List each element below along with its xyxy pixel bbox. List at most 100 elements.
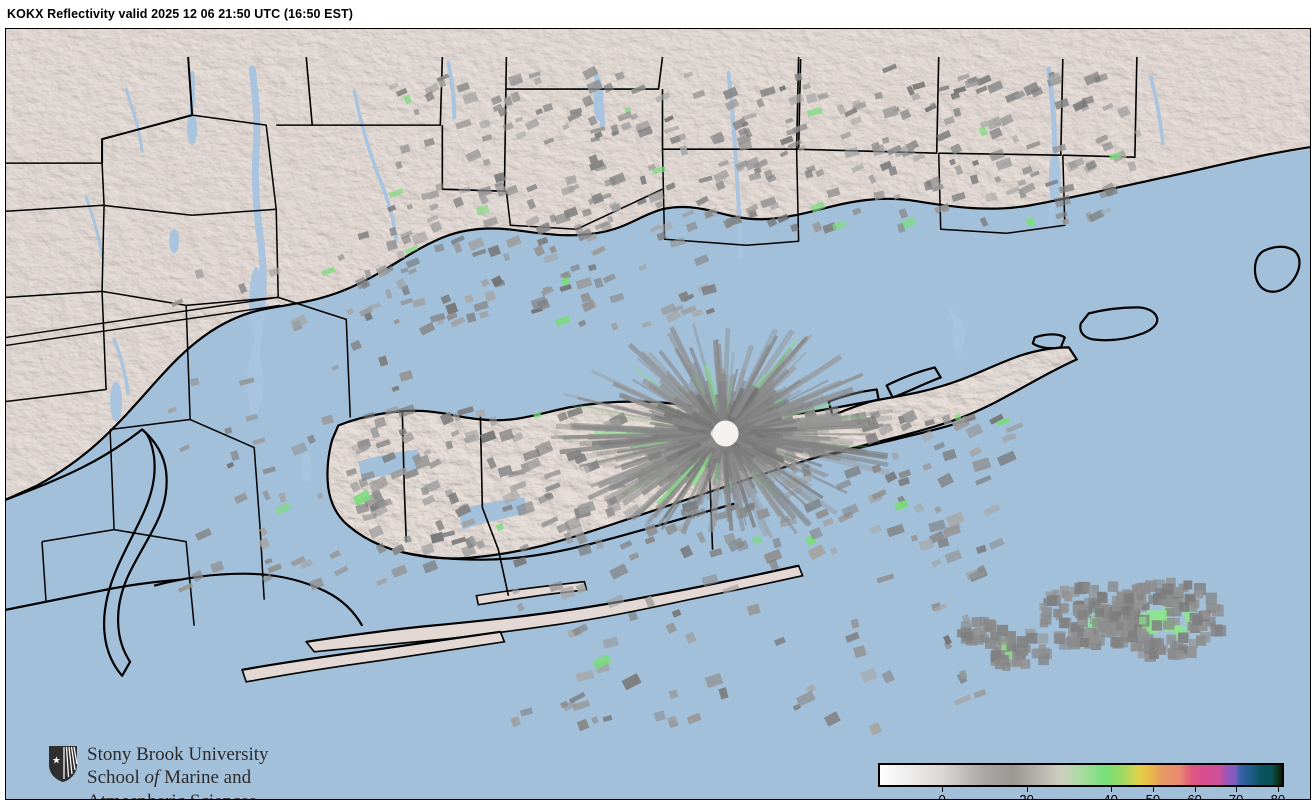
radar-echo-pixel (1197, 621, 1208, 631)
radar-echo-pixel (975, 85, 988, 95)
radar-echo-pixel (581, 208, 592, 217)
radar-echo-pixel (568, 691, 586, 704)
radar-echo-pixel (888, 166, 898, 176)
radar-spoke (572, 424, 704, 436)
radar-echo-pixel (790, 223, 799, 232)
colorbar-tick-80 (1277, 787, 1279, 792)
radar-echo-pixel (785, 127, 799, 136)
radar-echo-pixel (852, 645, 867, 659)
radar-echo-pixel (693, 254, 710, 267)
radar-echo-pixel (1055, 210, 1068, 220)
radar-echo-pixel (1111, 601, 1122, 612)
radar-echo-pixel (1171, 640, 1184, 653)
radar-echo-pixel (1061, 217, 1070, 226)
radar-echo-pixel (381, 451, 397, 464)
radar-echo-pixel (943, 634, 952, 645)
radar-echo-pixel (1145, 580, 1157, 593)
radar-echo-pixel (502, 252, 511, 262)
radar-echo-pixel (913, 503, 925, 514)
radar-echo-pixel (452, 412, 462, 423)
radar-echo-pixel (736, 539, 749, 552)
radar-echo-pixel (545, 482, 561, 493)
radar-echo-pixel (1156, 610, 1167, 621)
radar-echo-pixel (841, 503, 860, 518)
radar-echo-pixel (630, 84, 646, 95)
radar-echo-pixel (897, 476, 911, 487)
radar-spoke (691, 411, 714, 429)
radar-spoke (665, 435, 712, 452)
radar-echo-pixel (753, 158, 769, 171)
radar-echo-pixel (406, 204, 413, 210)
radar-echo-pixel (942, 448, 957, 462)
radar-echo-pixel (395, 87, 408, 97)
radar-echo-pixel (659, 221, 674, 233)
radar-echo-pixel (1072, 604, 1085, 616)
radar-echo-pixel (388, 188, 405, 198)
radar-echo-pixel (439, 411, 455, 426)
radar-echo-pixel (840, 131, 852, 140)
radar-cone-of-silence (712, 420, 739, 447)
radar-echo-pixel (1088, 592, 1100, 604)
radar-echo-pixel (766, 217, 778, 228)
radar-echo-pixel (969, 174, 979, 185)
radar-echo-pixel (429, 312, 446, 323)
radar-echo-pixel (371, 489, 384, 503)
radar-map-frame[interactable]: 0 20 40 50 60 70 80 Stony Brook University Sch… (5, 28, 1311, 800)
radar-echo-pixel (423, 137, 435, 147)
radar-echo-pixel (1088, 601, 1100, 613)
radar-echo-pixel (191, 570, 204, 582)
radar-echo-pixel (542, 102, 554, 113)
radar-echo-pixel (902, 409, 918, 425)
radar-echo-pixel (167, 406, 177, 414)
radar-echo-pixel (475, 204, 490, 216)
radar-echo-pixel (588, 159, 605, 171)
radar-echo-pixel (1148, 594, 1158, 605)
radar-echo-pixel (852, 99, 862, 107)
radar-echo-pixel (478, 194, 489, 205)
radar-echo-pixel (736, 164, 745, 173)
radar-echo-pixel (685, 221, 698, 233)
radar-echo-pixel (1187, 601, 1198, 612)
radar-echo-pixel (375, 542, 387, 554)
radar-echo-pixel (653, 710, 666, 722)
radar-echo-pixel (345, 467, 358, 477)
radar-echo-pixel (1044, 179, 1059, 188)
radar-echo-pixel (999, 113, 1014, 127)
radar-echo-pixel (525, 183, 538, 193)
radar-echo-pixel (548, 580, 564, 593)
radar-echo-pixel (722, 584, 740, 594)
radar-echo-pixel (988, 537, 1005, 550)
reflectivity-colorbar[interactable] (878, 763, 1284, 787)
radar-echo-pixel (373, 416, 387, 429)
radar-echo-pixel (886, 523, 905, 538)
radar-echo-pixel (943, 115, 956, 126)
radar-echo-pixel (398, 427, 407, 437)
radar-echo-pixel (807, 544, 827, 561)
radar-echo-pixel (1040, 612, 1048, 620)
logo-line-2-italic: of (144, 767, 160, 789)
radar-echo-pixel (945, 511, 965, 527)
colorbar-group[interactable]: 0 20 40 50 60 70 80 (872, 759, 1292, 799)
radar-echo-pixel (562, 699, 577, 712)
radar-echo-pixel (1167, 649, 1177, 659)
radar-echo-pixel (1020, 182, 1036, 195)
radar-echo-pixel (588, 154, 599, 165)
radar-spoke (732, 440, 755, 460)
radar-echo-pixel (1004, 91, 1021, 104)
radar-echo-pixel (354, 443, 371, 455)
radar-echo-pixel (717, 159, 729, 168)
radar-echo-pixel (660, 303, 677, 316)
radar-echo-pixel (826, 187, 841, 199)
radar-echo-pixel (1016, 636, 1029, 648)
radar-echo-pixel (850, 618, 860, 629)
radar-echo-pixel (924, 418, 935, 427)
radar-echo-pixel (506, 184, 518, 192)
radar-echo-pixel (533, 244, 546, 257)
radar-map-canvas[interactable] (6, 29, 1310, 799)
radar-echo-pixel (467, 237, 485, 252)
radar-echo-pixel (369, 426, 381, 439)
radar-echo-pixel (488, 416, 499, 427)
radar-echo-pixel (1059, 617, 1070, 629)
radar-echo-pixel (979, 120, 989, 129)
radar-echo-pixel (464, 294, 474, 304)
